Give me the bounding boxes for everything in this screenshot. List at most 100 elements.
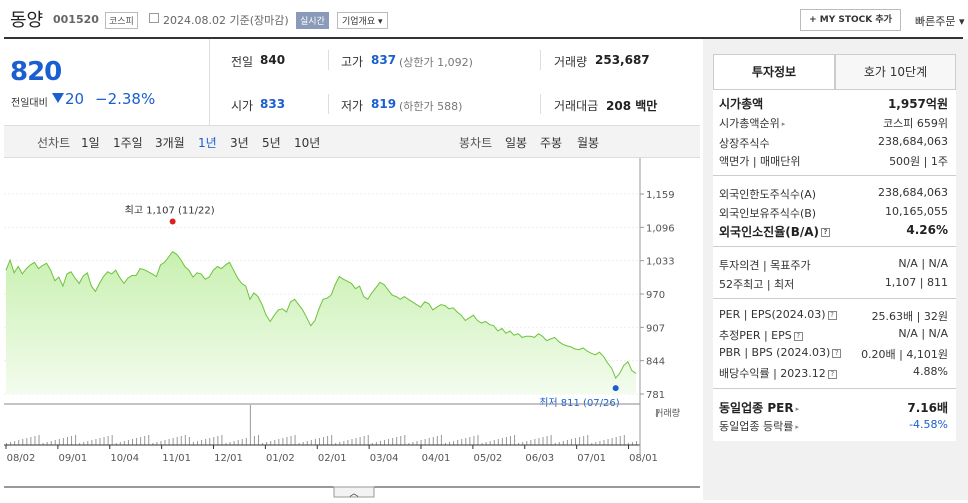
help-icon[interactable]: ? [827, 369, 837, 379]
volume-bar [140, 437, 142, 445]
volume-bar [46, 442, 48, 445]
volume-bar [416, 441, 418, 445]
volume-bar [168, 439, 170, 445]
volume-legend-swatch [656, 409, 658, 417]
tab-3m[interactable]: 3개월 [155, 136, 185, 150]
divider [713, 388, 956, 389]
volume-bar [473, 436, 475, 445]
volume-bar [233, 441, 235, 445]
tab-1y[interactable]: 1년 [198, 136, 217, 150]
open-label: 시가 [231, 99, 254, 113]
volume-bar [485, 442, 487, 445]
volume-bar [449, 442, 451, 445]
volume-bar [176, 437, 178, 445]
volume-bar [318, 438, 320, 445]
volume-bar [575, 438, 577, 445]
tab-5y[interactable]: 5년 [262, 136, 281, 150]
volume-bar [115, 443, 117, 445]
volume-bar [71, 436, 73, 445]
volume-bar [453, 441, 455, 445]
divider [713, 175, 956, 176]
chevron-up-icon[interactable]: ︿ [349, 489, 358, 499]
price-chart[interactable]: 최고 1,107 (11/22) 최저 811 (07/26) 1,159 1,0… [4, 158, 700, 500]
x-tick-label: 07/01 [577, 453, 606, 464]
chart-collapse-button[interactable] [333, 486, 375, 498]
volume-bar [339, 442, 341, 445]
market-cap-rank-label[interactable]: 시가총액순위 ▸ [719, 117, 786, 130]
volume-bar [18, 440, 20, 445]
pbr-label[interactable]: PBR | BPS (2024.03)? [719, 346, 842, 359]
face-value-label: 액면가 | 매매단위 [719, 155, 801, 168]
per-label[interactable]: PER | EPS(2024.03)? [719, 308, 837, 321]
volume-bar [432, 437, 434, 445]
chart-period-tabs: 선차트 1일 1주일 3개월 1년 3년 5년 10년 봉차트 일봉 주봉 월봉 [4, 125, 700, 158]
volume-bar [22, 439, 24, 445]
tab-1w[interactable]: 1주일 [113, 136, 143, 150]
sector-per-value: 7.16배 [907, 401, 948, 415]
volume-bar [367, 435, 369, 445]
volume-label: 거래량 [554, 55, 588, 69]
tab-daily[interactable]: 일봉 [505, 136, 528, 150]
company-overview-button[interactable]: 기업개요 ▾ [337, 12, 388, 29]
volume-bar [396, 437, 398, 445]
price-area-fill [6, 251, 636, 394]
base-date: 2024.08.02 기준(장마감) [163, 14, 289, 27]
tab-investment-info[interactable]: 투자정보 [713, 54, 835, 90]
tab-10y[interactable]: 10년 [294, 136, 321, 150]
tab-orderbook-10[interactable]: 호가 10단계 [835, 54, 956, 90]
volume-bar [14, 441, 16, 445]
volume-bar [237, 440, 239, 445]
price-chart-svg: 최고 1,107 (11/22) 최저 811 (07/26) 1,159 1,0… [4, 158, 700, 499]
volume-bar [152, 443, 154, 445]
quick-order-button[interactable]: 빠른주문 ▾ [915, 15, 965, 28]
foreign-ratio-label[interactable]: 외국인소진율(B/A)? [719, 223, 831, 240]
volume-bar [314, 439, 316, 445]
investment-info-panel: 투자정보 호가 10단계 시가총액 1,957억원 시가총액순위 ▸ 코스피 65… [703, 39, 968, 500]
volume-bar [306, 441, 308, 445]
add-mystock-button[interactable]: + MY STOCK 추가 [800, 9, 901, 31]
realtime-badge[interactable]: 실시간 [296, 12, 329, 29]
tab-weekly[interactable]: 주봉 [540, 136, 563, 150]
tab-monthly[interactable]: 월봉 [577, 136, 600, 150]
prev-close-label: 전일 [231, 55, 254, 69]
tab-1d[interactable]: 1일 [81, 136, 100, 150]
help-icon[interactable]: ? [793, 331, 803, 341]
volume-bar [404, 435, 406, 445]
help-icon[interactable]: ? [827, 310, 837, 320]
est-per-value: N/A | N/A [898, 327, 948, 340]
volume-bar [119, 442, 121, 445]
sector-rate-label[interactable]: 동일업종 등락률 ▸ [719, 420, 799, 433]
help-icon[interactable]: ? [832, 348, 842, 358]
help-icon[interactable]: ? [821, 228, 831, 237]
volume-bar [229, 442, 231, 445]
volume-bar [103, 437, 105, 445]
w52-value: 1,107 | 811 [884, 276, 948, 289]
high-label: 고가 [341, 55, 364, 69]
upper-limit: (상한가 1,092) [399, 56, 473, 69]
lower-limit: (하한가 588) [399, 100, 463, 113]
volume-bar [282, 438, 284, 445]
volume-bar [562, 441, 564, 445]
volume-bar [392, 438, 394, 445]
pbr-value: 0.20배 | 4,101원 [861, 348, 948, 361]
est-per-label[interactable]: 추정PER | EPS? [719, 327, 803, 343]
price-change: 20 [65, 90, 85, 108]
y-tick-label: 907 [646, 323, 665, 334]
dividend-label[interactable]: 배당수익률 | 2023.12? [719, 365, 837, 381]
volume-bar [424, 439, 426, 445]
volume-bar [501, 438, 503, 445]
sector-per-label[interactable]: 동일업종 PER ▸ [719, 401, 800, 415]
line-chart-title: 선차트 [37, 136, 71, 150]
x-tick-label: 02/01 [318, 453, 347, 464]
low-value: 819 [371, 97, 397, 111]
x-tick-label: 08/02 [7, 453, 36, 464]
tab-3y[interactable]: 3년 [230, 136, 249, 150]
volume-bar [611, 438, 613, 445]
volume-bar [111, 435, 113, 445]
caret-right-icon: ▸ [781, 120, 786, 128]
volume-bar [538, 438, 540, 445]
volume-bar [123, 441, 125, 445]
x-tick-label: 03/04 [370, 453, 399, 464]
calendar-icon [149, 13, 159, 23]
volume-bar [461, 439, 463, 445]
